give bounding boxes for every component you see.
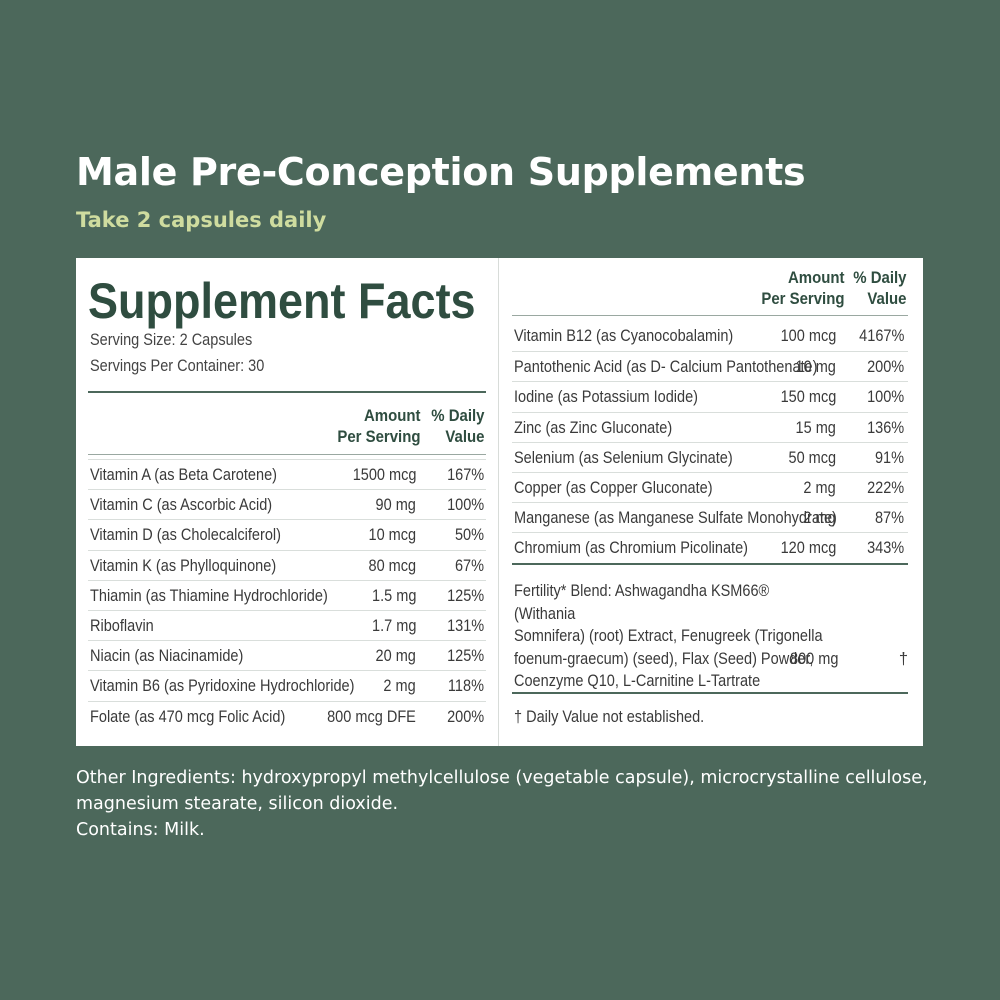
nutrient-row: Vitamin C (as Ascorbic Acid) 90 mg 100% [88, 489, 486, 519]
daily-value-footnote: † Daily Value not established. [514, 708, 705, 726]
daily-value-header: % Daily Value [431, 405, 484, 447]
header-underline [88, 454, 486, 455]
dv-header-line1: % Daily [852, 268, 906, 287]
ingredients-text: Other Ingredients: hydroxypropyl methylc… [76, 768, 928, 814]
daily-value-header-right: % Daily Value [853, 267, 906, 309]
blend-amount: 800 mg [790, 649, 839, 668]
amount-header-line1: Amount [363, 406, 420, 425]
nutrient-row: Copper (as Copper Gluconate) 2 mg 222% [512, 471, 908, 502]
nutrient-row: Selenium (as Selenium Glycinate) 50 mcg 91… [512, 441, 908, 472]
amount-header: Amount Per Serving [337, 405, 420, 447]
blend-rule [512, 692, 908, 694]
contains-text: Contains: Milk. [76, 820, 205, 840]
other-ingredients: Other Ingredients: hydroxypropyl methylc… [76, 765, 936, 843]
column-header: Amount Per Serving % Daily Value [88, 405, 486, 467]
right-nutrient-list: Vitamin B12 (as Cyanocobalamin) 100 mcg 41… [512, 321, 908, 565]
nutrient-row: Thiamin (as Thiamine Hydrochloride) 1.5 m… [88, 579, 486, 610]
dv-header-line2: Value [444, 427, 484, 446]
nutrient-row: Vitamin K (as Phylloquinone) 80 mcg 67% [88, 549, 486, 580]
column-divider [498, 258, 499, 746]
blend-description: Fertility* Blend: Ashwagandha KSM66® (Wi… [514, 582, 823, 690]
nutrient-row: Zinc (as Zinc Gluconate) 15 mg 136% [512, 411, 908, 442]
serving-size: Serving Size: 2 Capsules [90, 331, 253, 349]
amount-header-line1: Amount [787, 268, 844, 287]
dv-header-line2: Value [866, 289, 906, 308]
supplement-facts-panel: Supplement Facts Serving Size: 2 Capsule… [76, 258, 923, 746]
nutrient-row: Manganese (as Manganese Sulfate Monohydr… [512, 502, 908, 532]
amount-header-line2: Per Serving [336, 427, 420, 446]
dosage-subtitle: Take 2 capsules daily [76, 208, 327, 232]
blend-daily-value: † [898, 649, 908, 668]
header-rule [88, 391, 486, 393]
column-header-right: Amount Per Serving % Daily Value [512, 267, 908, 329]
nutrient-row: Pantothenic Acid (as D- Calcium Pantothe… [512, 351, 908, 381]
fertility-blend: Fertility* Blend: Ashwagandha KSM66® (Wi… [514, 580, 914, 693]
dv-header-line1: % Daily [430, 406, 484, 425]
nutrient-row: Vitamin D (as Cholecalciferol) 10 mcg 50% [88, 519, 486, 549]
page-title: Male Pre-Conception Supplements [76, 150, 806, 194]
supplement-facts-title: Supplement Facts [88, 273, 476, 329]
amount-header-right: Amount Per Serving [761, 267, 844, 309]
nutrient-row: Niacin (as Niacinamide) 20 mg 125% [88, 640, 486, 670]
header-underline-right [512, 315, 908, 316]
nutrient-row: Riboflavin 1.7 mg 131% [88, 609, 486, 640]
nutrient-row: Chromium (as Chromium Picolinate) 120 mcg… [512, 532, 908, 562]
nutrient-row: Vitamin B6 (as Pyridoxine Hydrochloride)… [88, 670, 486, 700]
servings-per-container: Servings Per Container: 30 [90, 357, 265, 375]
nutrient-row: Iodine (as Potassium Iodide) 150 mcg 100% [512, 381, 908, 411]
amount-header-line2: Per Serving [760, 289, 844, 308]
nutrient-row: Vitamin A (as Beta Carotene) 1500 mcg 167% [88, 459, 486, 489]
nutrient-row: Folate (as 470 mcg Folic Acid) 800 mcg DF… [88, 700, 486, 731]
nutrient-row: Vitamin B12 (as Cyanocobalamin) 100 mcg 41… [514, 327, 904, 345]
left-nutrient-list: Vitamin A (as Beta Carotene) 1500 mcg 167%… [88, 459, 486, 731]
